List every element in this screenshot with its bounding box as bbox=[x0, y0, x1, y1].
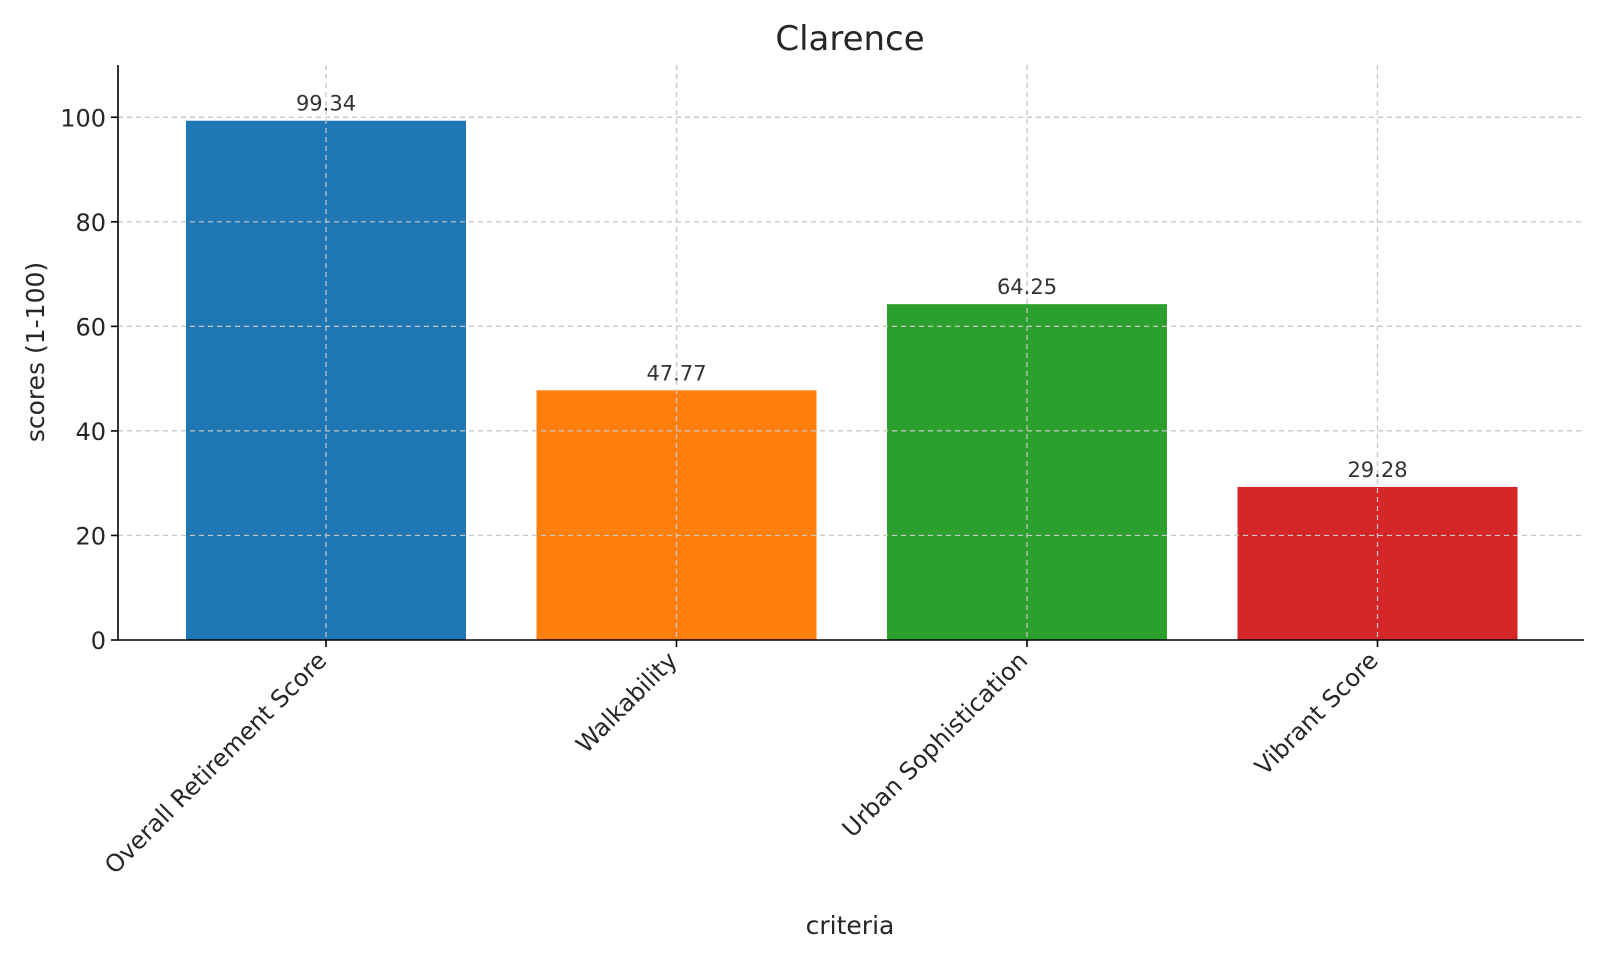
bar-value-label: 99.34 bbox=[296, 92, 356, 116]
y-tick-label: 20 bbox=[75, 522, 106, 550]
y-axis-label: scores (1-100) bbox=[21, 262, 50, 442]
y-tick-label: 60 bbox=[75, 313, 106, 341]
bars bbox=[118, 65, 1584, 641]
y-tick-label: 40 bbox=[75, 418, 106, 446]
chart-title: Clarence bbox=[775, 19, 924, 59]
y-tick-label: 80 bbox=[75, 209, 106, 237]
y-tick-label: 0 bbox=[91, 627, 106, 655]
x-tick-label: Walkability bbox=[571, 646, 683, 758]
bar-value-label: 64.25 bbox=[997, 275, 1057, 299]
y-tick-label: 100 bbox=[60, 104, 106, 132]
x-tick-label: Vibrant Score bbox=[1250, 646, 1384, 780]
axes bbox=[111, 65, 1584, 647]
x-tick-label: Urban Sophistication bbox=[837, 646, 1033, 842]
x-axis-label: criteria bbox=[806, 911, 895, 940]
bar-value-label: 47.77 bbox=[646, 361, 706, 385]
x-tick-label: Overall Retirement Score bbox=[99, 646, 332, 879]
bar-value-label: 29.28 bbox=[1347, 458, 1407, 482]
